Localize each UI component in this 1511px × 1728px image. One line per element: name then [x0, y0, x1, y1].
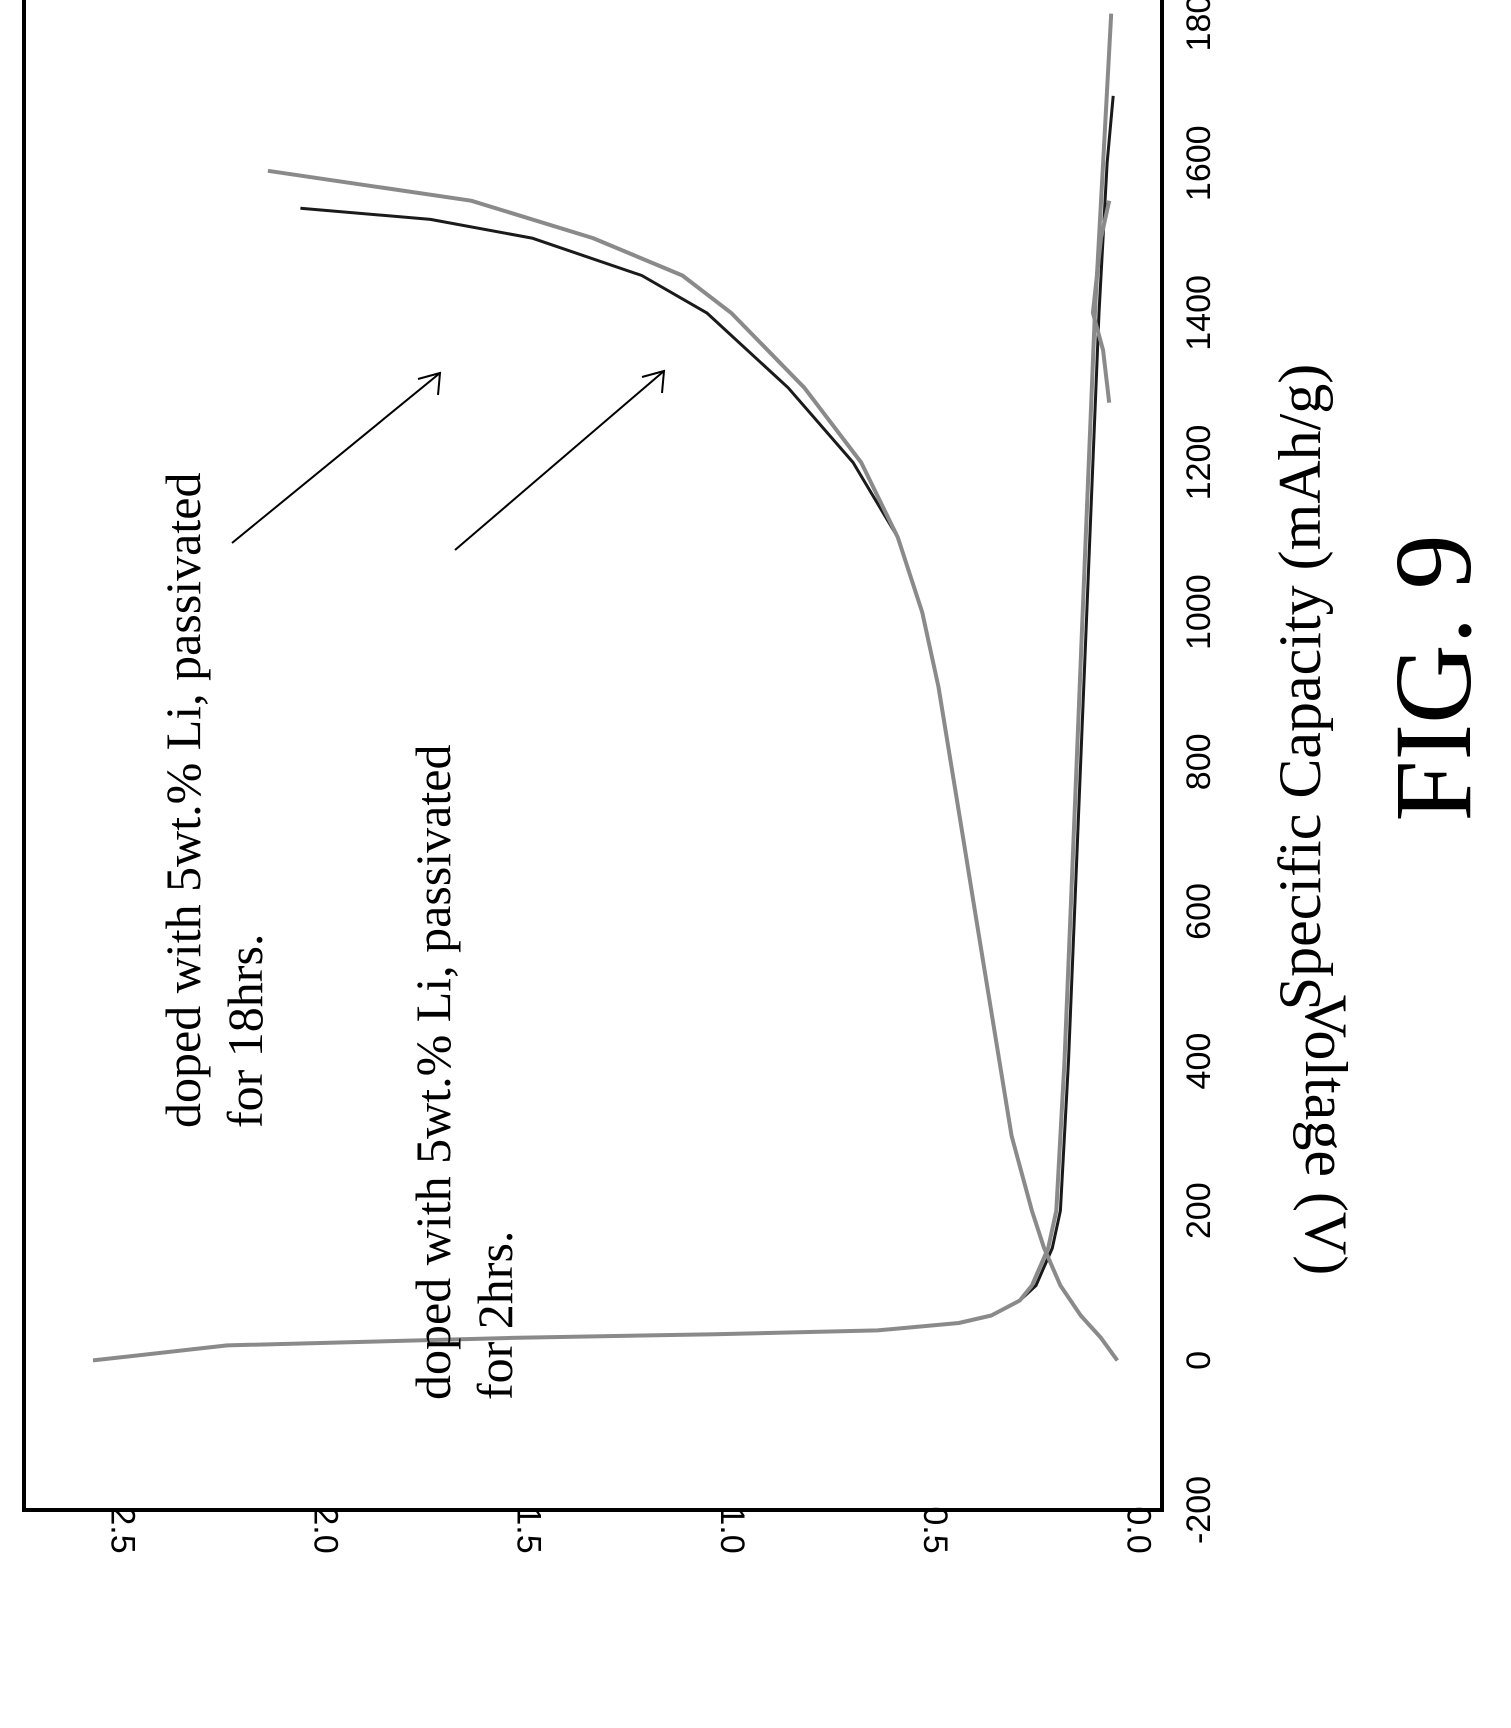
- annotation-2hrs-line2: for 2hrs.: [467, 1231, 523, 1400]
- x-tick-label: 1800: [1180, 0, 1218, 51]
- y-tick-label: 1.0: [713, 1506, 751, 1553]
- arrow-head-2hrs: [641, 369, 666, 394]
- x-tick-label: 1600: [1180, 125, 1218, 201]
- y-tick-labels: 0.0 0.5 1.0 1.5 2.0 2.5: [103, 1506, 1157, 1553]
- annotation-18hrs-line1: doped with 5wt.% Li, passivated: [155, 473, 211, 1128]
- x-tick-label: 1000: [1180, 574, 1218, 650]
- arrow-head-18hrs: [417, 371, 442, 396]
- x-tick-label: 1400: [1180, 275, 1218, 351]
- x-tick-label: 600: [1180, 883, 1218, 940]
- series-layer: [92, 13, 1119, 1363]
- x-tick-label: 0: [1180, 1351, 1218, 1370]
- plot-frame: [22, 0, 1164, 1512]
- x-tick-label: 800: [1180, 733, 1218, 790]
- annotation-arrow-18hrs: [231, 372, 441, 544]
- annotation-2hrs-line1: doped with 5wt.% Li, passivated: [405, 745, 461, 1400]
- x-tick-label: -200: [1180, 1476, 1218, 1544]
- y-tick-label: 1.5: [510, 1506, 548, 1553]
- annotation-18hrs-line2: for 18hrs.: [217, 934, 273, 1128]
- y-axis-title: Voltage (V): [1293, 995, 1359, 1276]
- series-2hrs-segment-0: [92, 13, 1114, 1363]
- series-18hrs-segment-0: [92, 95, 1115, 1362]
- x-tick-label: 200: [1180, 1182, 1218, 1239]
- y-tick-label: 2.0: [307, 1506, 345, 1553]
- series-2hrs-segment-2: [1090, 200, 1112, 403]
- y-tick-label: 0.0: [1119, 1506, 1157, 1553]
- annotation-arrow-2hrs: [454, 370, 665, 551]
- y-tick-label: 2.5: [103, 1506, 141, 1553]
- x-axis-title: Specific Capacity (mAh/g): [1267, 364, 1333, 1010]
- x-tick-label: 400: [1180, 1033, 1218, 1090]
- series-2hrs-segment-1: [267, 168, 1119, 1362]
- x-tick-label: 1200: [1180, 425, 1218, 501]
- y-tick-label: 0.5: [916, 1506, 954, 1553]
- x-tick-labels: -200020040060080010001200140016001800200…: [1180, 0, 1218, 1544]
- figure-label: FIG. 9: [1372, 534, 1494, 821]
